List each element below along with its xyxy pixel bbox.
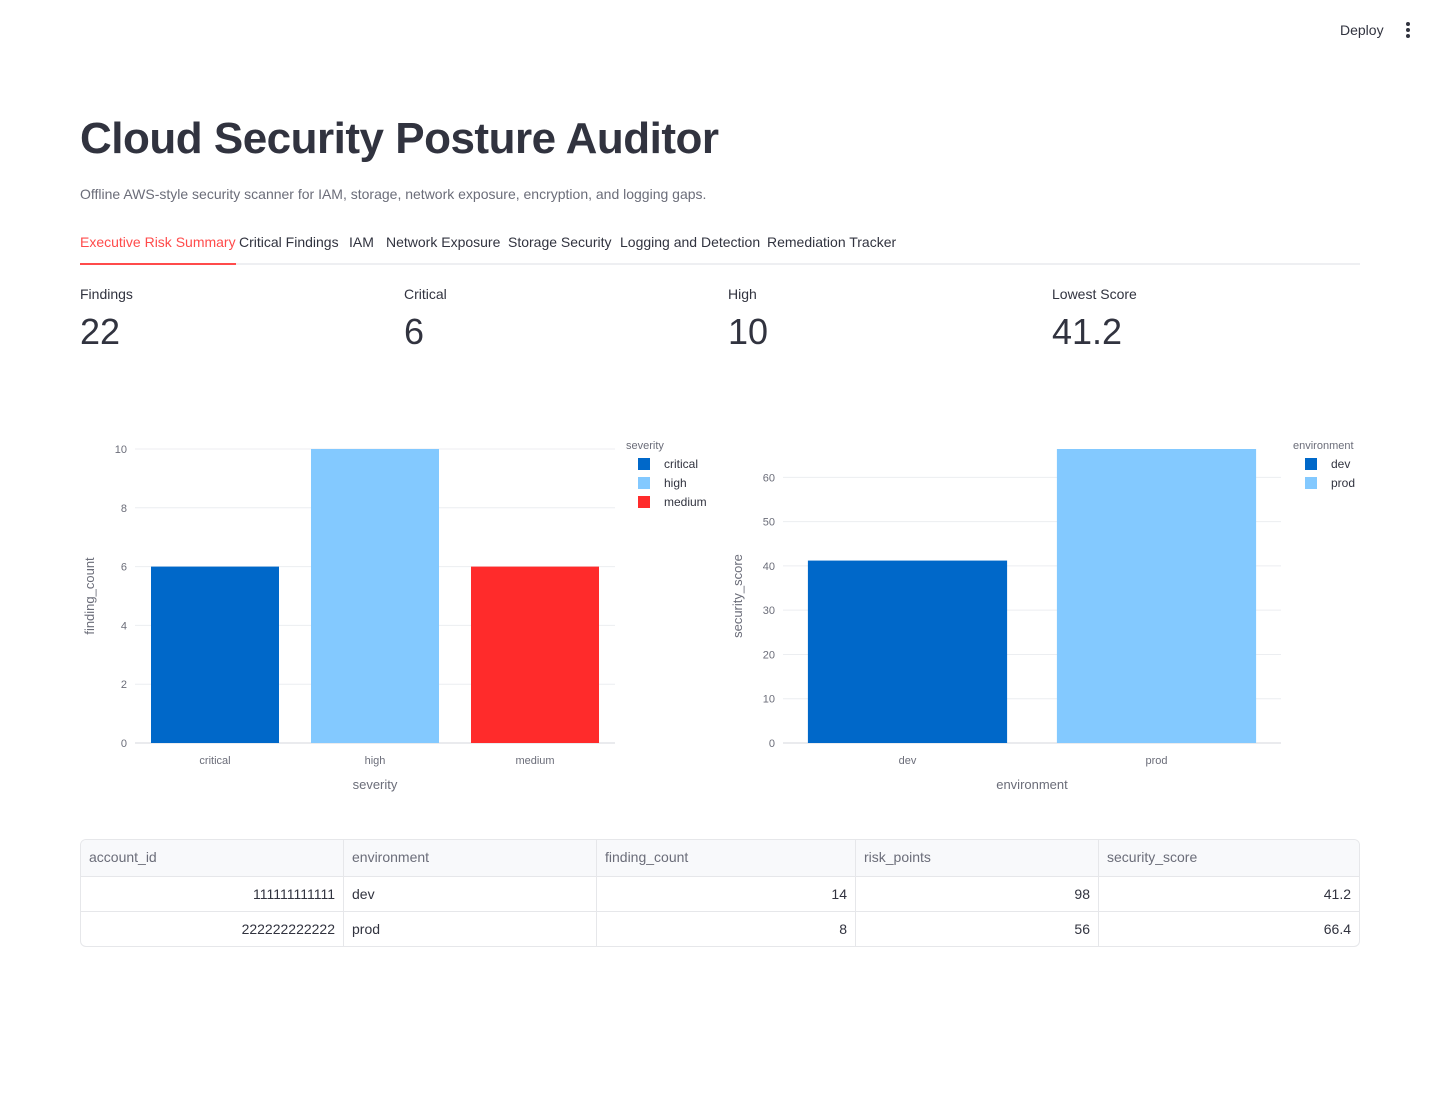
metric-label: Critical [404, 286, 447, 302]
y-tick-label: 10 [115, 444, 127, 456]
metric-value: 6 [404, 311, 425, 352]
column-header[interactable]: environment [343, 840, 596, 876]
table-row: 222222222222 prod 8 56 66.4 [81, 911, 1359, 946]
legend-title: environment [1293, 440, 1354, 452]
bar-critical [151, 566, 279, 743]
x-tick-label: critical [199, 755, 230, 767]
bar-dev [807, 560, 1008, 743]
bar-high [311, 449, 439, 743]
page-title: Cloud Security Posture Auditor [80, 114, 719, 163]
metric-label: Findings [80, 286, 133, 302]
y-tick-label: 40 [763, 561, 775, 573]
metric-value: 22 [80, 311, 121, 352]
severity-bar-chart[interactable]: 0 2 4 6 8 10 critical high medium severity finding… [80, 430, 720, 810]
metric-findings: Findings 22 [80, 284, 380, 356]
table-cell[interactable]: 222222222222 [241, 921, 335, 937]
table-cell[interactable]: 111111111111 [252, 886, 335, 902]
tab-logging-and-detection[interactable]: Logging and Detection [620, 234, 761, 250]
table-cell[interactable]: 56 [855, 912, 1098, 946]
legend-label: high [664, 476, 687, 490]
legend-swatch [1305, 458, 1317, 470]
metric-critical: Critical 6 [404, 284, 704, 356]
bar-prod [1056, 449, 1257, 743]
table-cell[interactable]: 8 [596, 912, 855, 946]
y-axis-title: finding_count [82, 557, 97, 635]
y-tick-label: 10 [763, 694, 775, 706]
tab-remediation-tracker[interactable]: Remediation Tracker [767, 234, 897, 250]
column-header[interactable]: risk_points [855, 840, 1098, 876]
legend-label: prod [1331, 476, 1355, 490]
metric-label: High [728, 286, 757, 302]
column-header[interactable]: security_score [1098, 840, 1359, 876]
y-tick-label: 20 [763, 649, 775, 661]
y-tick-label: 4 [121, 620, 127, 632]
column-header[interactable]: finding_count [596, 840, 855, 876]
tab-iam[interactable]: IAM [349, 234, 374, 250]
tab-network-exposure[interactable]: Network Exposure [386, 234, 501, 250]
x-tick-label: prod [1145, 755, 1167, 767]
bar-medium [471, 566, 599, 743]
y-tick-label: 6 [121, 562, 127, 574]
table-cell[interactable]: 98 [855, 877, 1098, 911]
legend-label: dev [1331, 457, 1350, 471]
x-tick-label: high [365, 755, 386, 767]
table-cell[interactable]: 66.4 [1098, 912, 1359, 946]
legend-label: critical [664, 457, 698, 471]
tab-storage-security[interactable]: Storage Security [508, 234, 612, 250]
x-tick-label: dev [899, 755, 917, 767]
x-axis-title: severity [353, 777, 398, 792]
legend-swatch [638, 496, 650, 508]
table-cell[interactable]: 14 [596, 877, 855, 911]
legend-swatch [638, 458, 650, 470]
metric-value: 10 [728, 311, 769, 352]
metric-high: High 10 [728, 284, 1028, 356]
y-tick-label: 8 [121, 503, 127, 515]
y-tick-label: 0 [769, 738, 775, 750]
column-header[interactable]: account_id [89, 849, 157, 865]
legend-swatch [638, 477, 650, 489]
table-cell[interactable]: dev [343, 877, 596, 911]
legend-label: medium [664, 495, 707, 509]
table-cell[interactable]: prod [343, 912, 596, 946]
x-tick-label: medium [515, 755, 554, 767]
metric-lowest-score: Lowest Score 41.2 [1052, 284, 1352, 356]
tab-executive-risk-summary[interactable]: Executive Risk Summary [80, 228, 236, 265]
y-axis-title: security_score [730, 554, 745, 638]
deploy-button[interactable]: Deploy [1340, 22, 1384, 38]
main-menu-icon[interactable] [1396, 16, 1420, 44]
page-subtitle: Offline AWS-style security scanner for I… [80, 186, 707, 202]
table-cell[interactable]: 41.2 [1098, 877, 1359, 911]
table-header-row: account_id environment finding_count ris… [81, 840, 1359, 876]
environment-score-bar-chart[interactable]: 0 10 20 30 40 50 60 dev prod environment security_… [728, 430, 1368, 810]
y-tick-label: 2 [121, 679, 127, 691]
metric-value: 41.2 [1052, 311, 1123, 352]
top-toolbar: Deploy [0, 0, 1440, 60]
accounts-table: account_id environment finding_count ris… [80, 839, 1360, 947]
legend-swatch [1305, 477, 1317, 489]
tab-bar: Executive Risk Summary Critical Findings… [80, 228, 1360, 265]
table-row: 111111111111 dev 14 98 41.2 [81, 876, 1359, 911]
legend-title: severity [626, 440, 664, 452]
y-tick-label: 30 [763, 605, 775, 617]
x-axis-title: environment [996, 777, 1068, 792]
y-tick-label: 50 [763, 517, 775, 529]
y-tick-label: 0 [121, 738, 127, 750]
tab-critical-findings[interactable]: Critical Findings [239, 234, 339, 250]
metric-label: Lowest Score [1052, 286, 1137, 302]
y-tick-label: 60 [763, 472, 775, 484]
